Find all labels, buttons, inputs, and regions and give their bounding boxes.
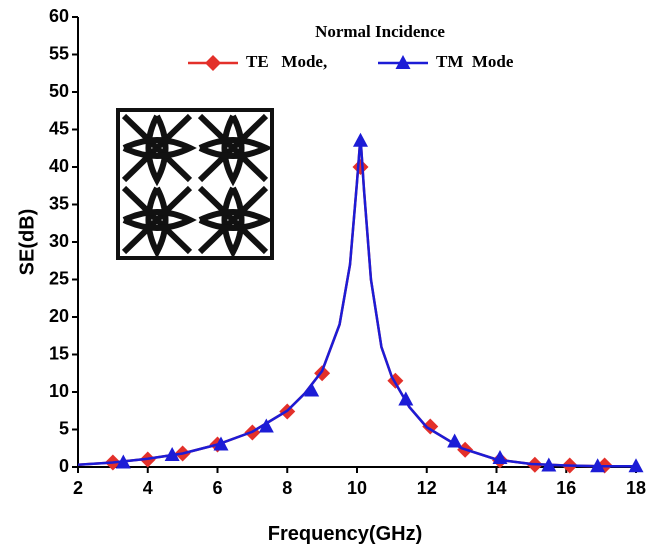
- x-axis-label: Frequency(GHz): [268, 523, 422, 545]
- data-point: [304, 382, 320, 397]
- data-point: [213, 436, 229, 451]
- y-tick-label: 0: [59, 456, 69, 476]
- data-point: [164, 447, 180, 461]
- x-tick-label: 18: [626, 478, 646, 498]
- data-point: [541, 457, 557, 472]
- y-tick-label: 60: [49, 6, 69, 26]
- x-tick-label: 8: [282, 478, 292, 498]
- data-point: [628, 458, 644, 473]
- legend-label: TE Mode,: [246, 52, 327, 71]
- y-tick-label: 10: [49, 381, 69, 401]
- x-tick-label: 4: [143, 478, 153, 498]
- data-point: [352, 159, 369, 175]
- x-tick-label: 2: [73, 478, 83, 498]
- y-tick-label: 50: [49, 81, 69, 101]
- x-tick-label: 6: [212, 478, 222, 498]
- inset-pattern: [116, 108, 274, 260]
- data-point: [398, 391, 414, 406]
- legend-label: TM Mode: [436, 52, 514, 71]
- y-tick-label: 55: [49, 43, 69, 63]
- y-tick-label: 45: [49, 118, 69, 138]
- data-point: [447, 433, 463, 448]
- legend-marker: [395, 55, 411, 69]
- data-point: [590, 458, 606, 473]
- y-tick-label: 15: [49, 343, 69, 363]
- series-line: [77, 136, 636, 468]
- legend-title: Normal Incidence: [315, 22, 445, 41]
- data-point: [492, 450, 508, 464]
- x-tick-label: 16: [556, 478, 576, 498]
- y-tick-label: 40: [49, 156, 69, 176]
- y-tick-label: 30: [49, 231, 69, 251]
- data-point: [115, 454, 131, 469]
- x-tick-label: 10: [347, 478, 367, 498]
- y-tick-label: 20: [49, 306, 69, 326]
- legend-marker: [205, 55, 221, 71]
- x-tick-label: 12: [417, 478, 437, 498]
- x-tick-label: 14: [486, 478, 506, 498]
- y-tick-label: 25: [49, 268, 69, 288]
- data-point: [352, 132, 368, 147]
- y-tick-label: 35: [49, 193, 69, 213]
- data-point: [258, 418, 274, 433]
- y-axis-label: SE(dB): [16, 209, 38, 276]
- y-tick-label: 5: [59, 418, 69, 438]
